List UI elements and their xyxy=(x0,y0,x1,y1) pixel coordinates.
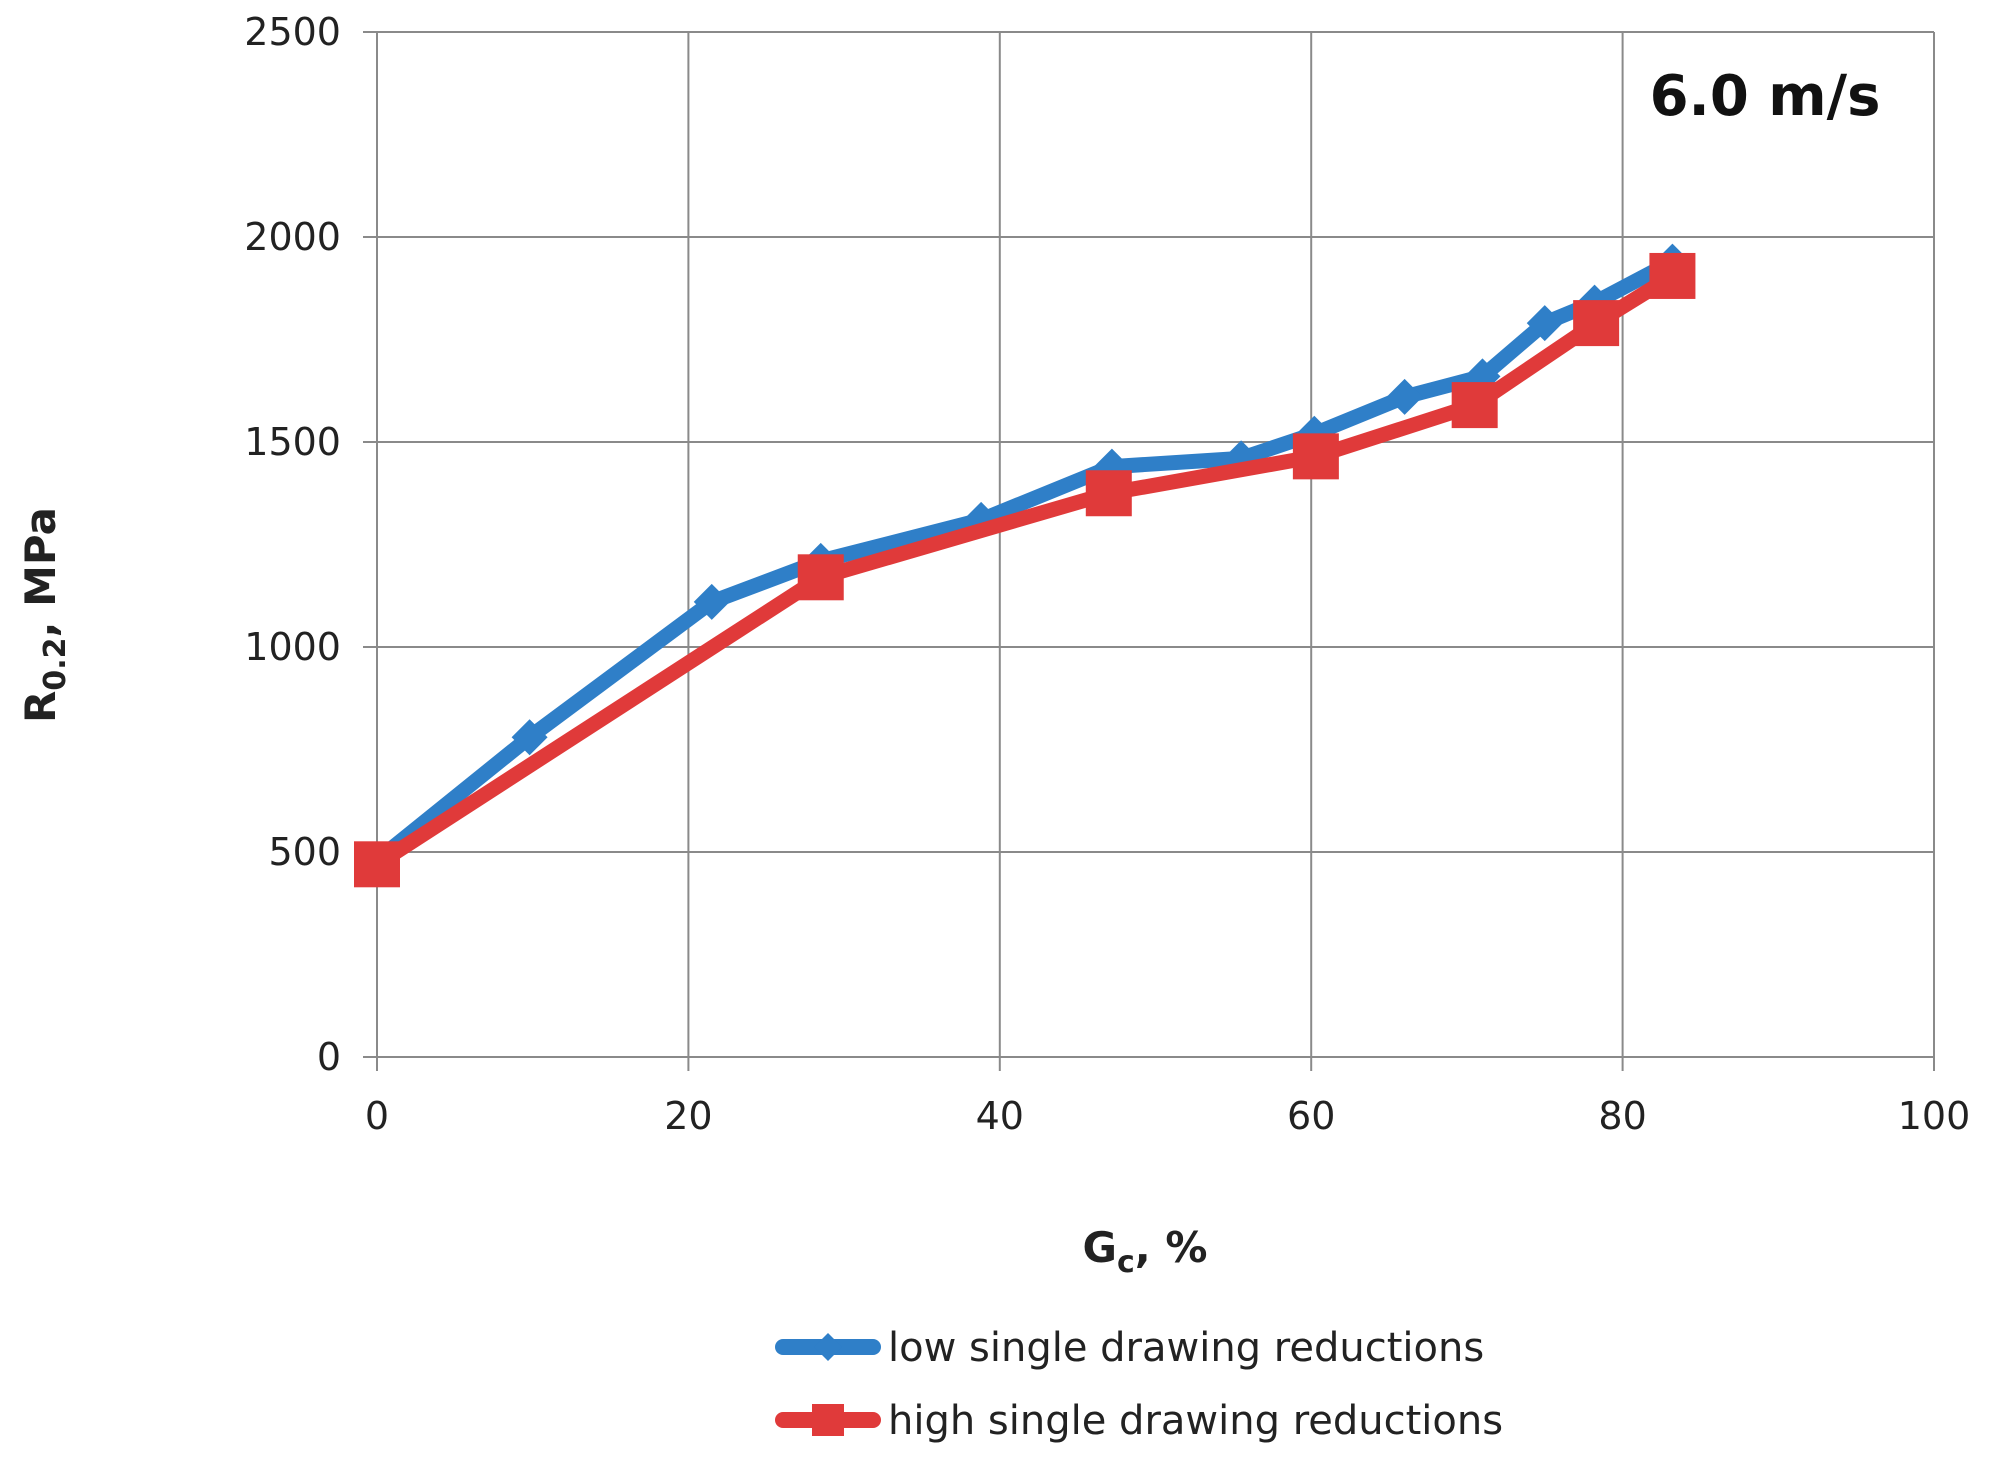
data-point xyxy=(1573,300,1620,347)
grid-lines xyxy=(363,31,1935,1071)
y-tick-label-1500: 1500 xyxy=(244,420,341,464)
legend-marker-low xyxy=(814,1333,842,1361)
y-axis-title-main: R xyxy=(16,691,65,723)
legend-item-high: high single drawing reductions xyxy=(775,1398,1503,1444)
x-axis-title-rest: , % xyxy=(1135,1223,1208,1272)
x-tick-label-100: 100 xyxy=(1898,1094,1971,1138)
x-axis-title: Gc, % xyxy=(1083,1223,1208,1280)
x-axis-title-sub: c xyxy=(1117,1245,1135,1280)
y-axis-title: R0.2, MPa xyxy=(16,507,73,723)
y-tick-label-0: 0 xyxy=(317,1035,341,1079)
data-point xyxy=(1085,470,1132,517)
data-point xyxy=(1649,252,1696,299)
y-tick-label-500: 500 xyxy=(268,830,341,874)
x-tick-label-40: 40 xyxy=(976,1094,1024,1138)
series-0 xyxy=(359,243,1691,879)
legend-marker-high xyxy=(812,1404,844,1436)
y-axis-title-rest: , MPa xyxy=(16,507,65,637)
data-point xyxy=(693,583,730,620)
data-point xyxy=(797,554,844,601)
series-line-0 xyxy=(369,254,1680,868)
legend-item-low: low single drawing reductions xyxy=(775,1325,1484,1371)
x-tick-label-80: 80 xyxy=(1598,1094,1646,1138)
series-lines xyxy=(354,243,1696,888)
speed-annotation: 6.0 m/s xyxy=(1650,64,1881,129)
x-tick-label-0: 0 xyxy=(365,1094,389,1138)
series-1 xyxy=(354,252,1696,888)
data-point xyxy=(1526,305,1563,342)
x-tick-label-20: 20 xyxy=(664,1094,712,1138)
data-point xyxy=(1386,378,1423,415)
legend: low single drawing reductions high singl… xyxy=(775,1325,1503,1444)
tick-labels: 0 500 1000 1500 2000 2500 0 20 40 60 80 100 xyxy=(244,10,1970,1138)
y-axis-title-sub: 0.2 xyxy=(38,637,73,690)
data-point xyxy=(354,841,400,888)
legend-label-low: low single drawing reductions xyxy=(888,1325,1484,1371)
data-point xyxy=(1451,382,1498,429)
legend-label-high: high single drawing reductions xyxy=(888,1398,1503,1444)
x-tick-label-60: 60 xyxy=(1287,1094,1335,1138)
y-tick-label-2500: 2500 xyxy=(244,10,341,54)
y-tick-label-2000: 2000 xyxy=(244,215,341,259)
data-point xyxy=(511,719,548,756)
x-axis-title-main: G xyxy=(1083,1223,1117,1272)
y-tick-label-1000: 1000 xyxy=(244,625,341,669)
data-point xyxy=(1292,433,1339,480)
